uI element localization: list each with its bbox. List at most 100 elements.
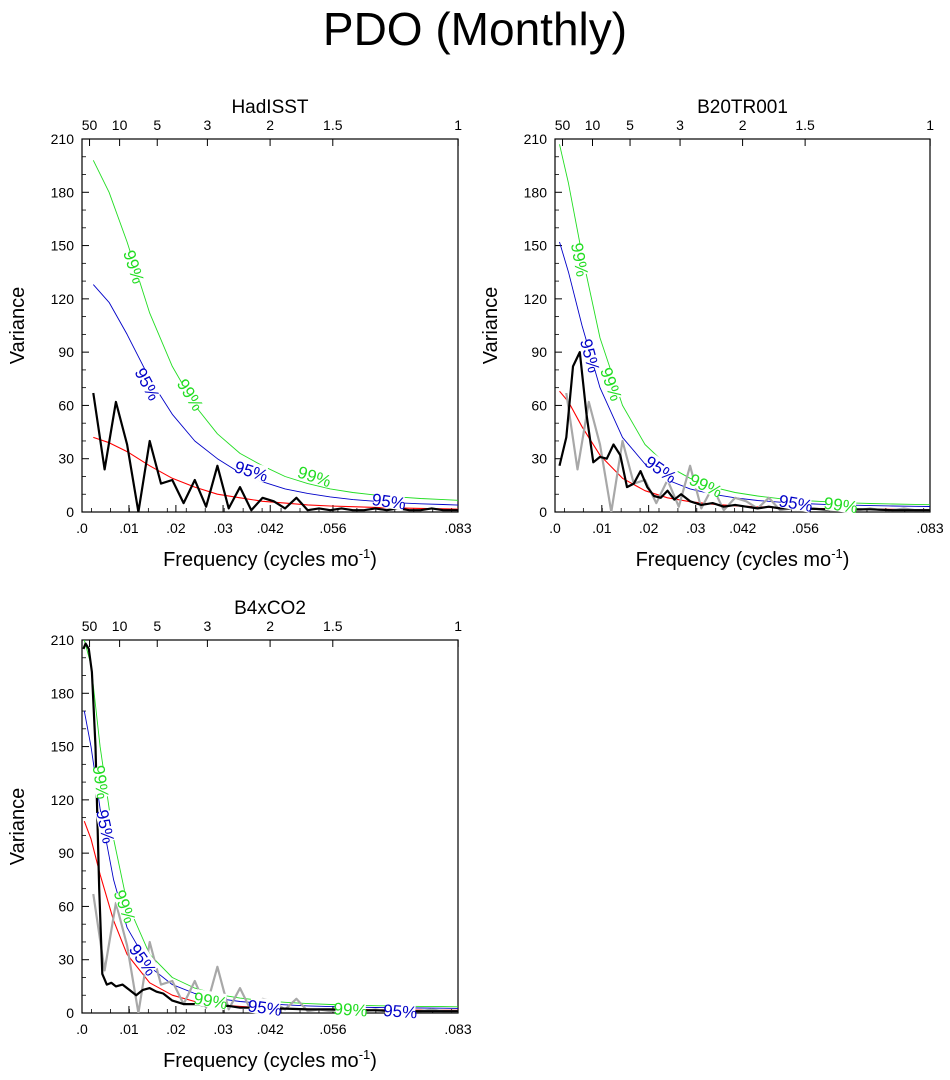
confidence-label-bg — [134, 366, 163, 401]
y-tick-label: 120 — [51, 291, 75, 307]
x-tick-label: .03 — [213, 1021, 233, 1037]
panel-b20tr001: B20TR0010306090120150180210.0.01.02.03.0… — [480, 97, 944, 571]
period-tick-label: 1 — [926, 117, 934, 133]
confidence-label-conf99: 99% — [119, 248, 148, 286]
y-tick-label: 90 — [58, 845, 74, 861]
x-tick-label: .083 — [444, 1021, 471, 1037]
plot-frame — [554, 138, 931, 513]
period-tick-label: 1.5 — [323, 618, 343, 634]
confidence-label-bg — [644, 453, 679, 484]
period-tick-label: 50 — [555, 117, 571, 133]
period-tick-label: 1 — [454, 117, 462, 133]
confidence-label-bg — [95, 809, 118, 843]
confidence-label-conf95: 95% — [131, 365, 164, 404]
period-tick-label: 50 — [82, 618, 98, 634]
x-axis-label-superscript: -1 — [831, 546, 843, 561]
confidence-label-bg — [248, 996, 281, 1017]
series-red-noise-line — [83, 821, 458, 1011]
panel-title: B20TR001 — [697, 97, 788, 118]
x-tick-label: .042 — [729, 520, 756, 536]
y-tick-label: 120 — [51, 792, 75, 808]
y-tick-label: 60 — [58, 898, 74, 914]
plot-frame — [81, 138, 459, 513]
panel-hadisst: HadISST0306090120150180210.0.01.02.03.04… — [7, 97, 472, 571]
panel-b4xco2: B4xCO20306090120150180210.0.01.02.03.042… — [7, 598, 472, 1072]
x-tick-label: .02 — [639, 520, 659, 536]
x-tick-label: .056 — [319, 520, 346, 536]
x-tick-label: .0 — [549, 520, 561, 536]
x-tick-label: .042 — [257, 520, 284, 536]
y-tick-label: 30 — [58, 952, 74, 968]
y-tick-label: 150 — [51, 739, 75, 755]
confidence-label-bg — [373, 490, 406, 511]
confidence-label-bg — [825, 493, 857, 514]
period-tick-label: 10 — [112, 618, 128, 634]
period-tick-label: 1.5 — [795, 117, 815, 133]
confidence-label-bg — [122, 249, 148, 284]
period-tick-label: 1 — [454, 618, 462, 634]
x-axis-label-close: ) — [370, 549, 377, 571]
y-tick-label: 180 — [51, 184, 75, 200]
y-tick-label: 150 — [524, 238, 548, 254]
y-tick-label: 90 — [531, 344, 547, 360]
y-axis-label: Variance — [7, 788, 29, 865]
confidence-label-conf99: 99% — [567, 241, 592, 278]
x-axis-label-superscript: -1 — [359, 546, 371, 561]
x-tick-label: .01 — [119, 1021, 139, 1037]
x-axis-label-close: ) — [843, 549, 850, 571]
confidence-label-conf99: 99% — [686, 470, 725, 502]
period-tick-label: 3 — [203, 618, 211, 634]
confidence-label-bg — [91, 765, 112, 798]
confidence-label-conf99: 99% — [295, 463, 333, 492]
x-tick-label: .03 — [686, 520, 706, 536]
y-tick-label: 150 — [51, 238, 75, 254]
y-axis-label: Variance — [7, 287, 29, 364]
x-tick-label: .083 — [444, 520, 471, 536]
confidence-label-conf95: 95% — [371, 490, 407, 514]
period-tick-label: 10 — [112, 117, 128, 133]
confidence-label-bg — [128, 942, 159, 977]
y-tick-label: 210 — [524, 131, 548, 147]
confidence-label-bg — [599, 366, 625, 401]
confidence-label-conf95: 95% — [247, 996, 283, 1020]
x-tick-label: .01 — [119, 520, 139, 536]
period-tick-label: 3 — [676, 117, 684, 133]
confidence-label-conf95: 95% — [576, 337, 603, 375]
y-axis-label: Variance — [480, 287, 502, 364]
x-axis-label: Frequency (cycles mo-1) — [163, 546, 377, 571]
y-tick-label: 0 — [539, 504, 547, 520]
x-tick-label: .056 — [792, 520, 819, 536]
confidence-label-bg — [335, 999, 367, 1018]
confidence-label-conf95: 95% — [232, 457, 270, 486]
x-tick-label: .03 — [213, 520, 233, 536]
y-tick-label: 120 — [524, 291, 548, 307]
x-tick-label: .02 — [166, 520, 186, 536]
y-tick-label: 210 — [51, 632, 75, 648]
y-tick-label: 0 — [66, 1005, 74, 1021]
x-axis-label: Frequency (cycles mo-1) — [636, 546, 850, 571]
confidence-label-conf99: 99% — [173, 376, 207, 415]
x-axis-label-main: Frequency (cycles mo — [636, 549, 832, 571]
x-tick-label: .01 — [592, 520, 612, 536]
y-tick-label: 180 — [524, 184, 548, 200]
confidence-label-bg — [779, 491, 813, 513]
x-tick-label: .0 — [76, 520, 88, 536]
panel-title: B4xCO2 — [234, 598, 306, 619]
period-tick-label: 2 — [266, 618, 274, 634]
period-tick-label: 50 — [82, 117, 98, 133]
period-tick-label: 1.5 — [323, 117, 343, 133]
x-tick-label: .083 — [916, 520, 943, 536]
confidence-label-conf99: 99% — [89, 764, 113, 800]
confidence-label-bg — [384, 1001, 416, 1020]
x-tick-label: .0 — [76, 1021, 88, 1037]
y-tick-label: 0 — [66, 504, 74, 520]
confidence-label-bg — [176, 377, 206, 412]
confidence-label-conf99: 99% — [333, 999, 368, 1020]
x-axis-label-superscript: -1 — [359, 1047, 371, 1062]
confidence-label-bg — [234, 457, 269, 483]
confidence-label-conf95: 95% — [92, 808, 118, 845]
page-title: PDO (Monthly) — [322, 3, 628, 55]
y-tick-label: 60 — [531, 397, 547, 413]
x-axis-label-close: ) — [370, 1050, 377, 1072]
